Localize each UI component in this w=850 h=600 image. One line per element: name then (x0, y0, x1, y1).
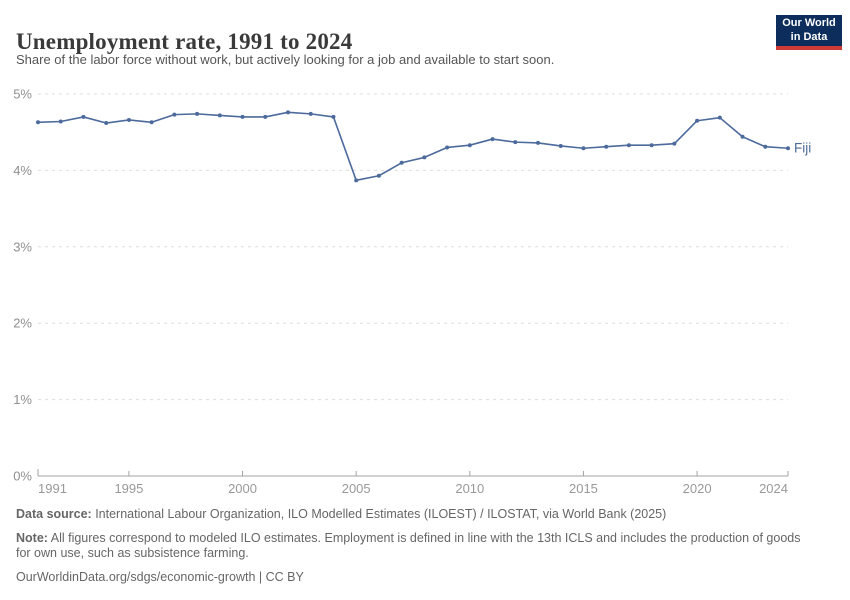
data-point (126, 117, 131, 122)
data-point (649, 143, 654, 148)
owid-logo-line1: Our World (782, 16, 836, 29)
owid-logo: Our World in Data (776, 15, 842, 50)
note-text: All figures correspond to modeled ILO es… (16, 530, 801, 561)
data-point (286, 110, 290, 115)
x-axis-tick-label: 2000 (228, 481, 257, 496)
data-point (376, 173, 381, 178)
data-point (263, 114, 268, 119)
data-line (37, 111, 789, 182)
data-point (36, 120, 40, 125)
data-point (149, 120, 154, 125)
data-point (558, 143, 563, 148)
data-source-label: Data source: (16, 507, 92, 521)
y-axis-tick-label: 5% (13, 87, 32, 102)
footer-link: OurWorldinData.org/sdgs/economic-growth … (16, 569, 304, 584)
data-point (536, 140, 540, 145)
y-axis-tick-label: 0% (13, 469, 32, 484)
series-label: Fiji (794, 141, 811, 156)
data-point (626, 143, 631, 148)
chart-footer: Data source: International Labour Organi… (16, 507, 806, 594)
data-point (308, 111, 313, 116)
data-point (240, 114, 245, 119)
x-axis-tick-label: 2005 (342, 481, 371, 496)
data-point (354, 178, 359, 183)
data-point (467, 143, 472, 148)
y-axis-tick-label: 1% (13, 392, 32, 407)
data-source-text: International Labour Organization, ILO M… (91, 507, 667, 521)
data-source-line: Data source: International Labour Organi… (16, 507, 806, 523)
y-axis-tick-label: 2% (13, 316, 32, 331)
data-point (672, 141, 677, 146)
x-axis-tick-label: 2020 (683, 481, 712, 496)
page-title: Unemployment rate, 1991 to 2024 (16, 29, 353, 55)
data-point (740, 134, 745, 139)
note-label: Note: (16, 530, 48, 545)
y-axis-tick-label: 4% (13, 163, 32, 178)
data-point (58, 119, 63, 124)
chart-canvas[interactable]: 0% 1% 2% 3% 4% 5% 1991 1995 2000 2005 2010 2015 2020… (0, 80, 850, 500)
data-point (81, 114, 86, 119)
data-point (399, 160, 404, 165)
data-point (104, 121, 109, 126)
data-point (717, 115, 722, 120)
data-point (445, 145, 450, 150)
x-axis-tick-label: 1995 (114, 481, 143, 496)
x-axis-tick-label: 2024 (759, 481, 788, 496)
data-point (581, 146, 586, 151)
data-point (513, 140, 518, 145)
owid-logo-line2: in Data (790, 30, 828, 43)
x-axis-tick-label: 2010 (455, 481, 484, 496)
x-axis-tick-label: 2015 (569, 481, 598, 496)
data-point (331, 114, 336, 119)
x-axis-tick-label: 1991 (38, 481, 67, 496)
data-point (695, 118, 700, 123)
data-point (172, 112, 177, 117)
data-point (763, 144, 768, 149)
data-point (786, 146, 790, 151)
data-point (604, 144, 609, 149)
data-point (422, 155, 427, 160)
data-point (195, 111, 200, 116)
chart-subtitle: Share of the labor force without work, b… (16, 52, 555, 67)
data-point (490, 137, 495, 142)
data-point (217, 113, 222, 118)
note-line: Note: All figures correspond to modeled … (16, 531, 806, 562)
y-axis-tick-label: 3% (13, 239, 32, 254)
